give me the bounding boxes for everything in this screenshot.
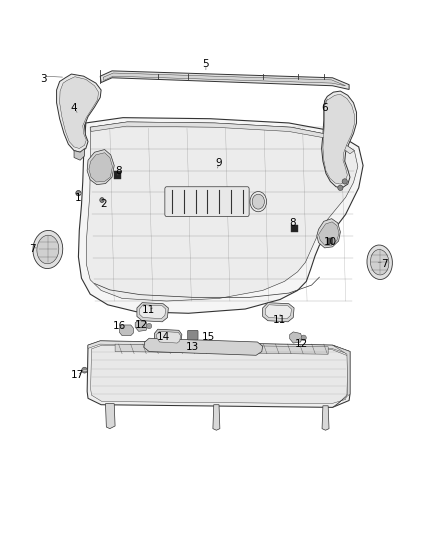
Polygon shape — [86, 122, 358, 301]
Ellipse shape — [250, 191, 267, 212]
Text: 11: 11 — [141, 305, 155, 315]
Polygon shape — [265, 305, 291, 319]
Text: 1: 1 — [75, 193, 82, 204]
Text: 15: 15 — [201, 332, 215, 342]
Polygon shape — [60, 77, 99, 149]
Polygon shape — [120, 325, 134, 336]
Ellipse shape — [33, 230, 63, 269]
Text: 7: 7 — [381, 259, 387, 269]
Polygon shape — [322, 406, 329, 430]
Polygon shape — [87, 150, 114, 184]
Text: 16: 16 — [113, 321, 126, 331]
FancyBboxPatch shape — [165, 187, 249, 216]
Text: 8: 8 — [289, 218, 296, 228]
Ellipse shape — [342, 179, 347, 184]
Polygon shape — [91, 345, 348, 403]
Ellipse shape — [37, 235, 59, 264]
Polygon shape — [88, 341, 350, 354]
Polygon shape — [290, 332, 302, 343]
Polygon shape — [100, 71, 349, 90]
Polygon shape — [78, 118, 363, 313]
Polygon shape — [321, 91, 357, 188]
Polygon shape — [144, 338, 263, 356]
FancyBboxPatch shape — [290, 224, 297, 232]
FancyBboxPatch shape — [327, 238, 333, 244]
Text: 6: 6 — [321, 103, 328, 113]
Ellipse shape — [252, 194, 265, 209]
Text: 5: 5 — [203, 60, 209, 69]
FancyBboxPatch shape — [114, 171, 121, 179]
Text: 12: 12 — [134, 320, 148, 330]
Ellipse shape — [367, 245, 392, 279]
Polygon shape — [135, 320, 148, 332]
Text: 8: 8 — [115, 166, 122, 176]
Text: 2: 2 — [100, 199, 106, 209]
Polygon shape — [137, 303, 168, 322]
Text: 7: 7 — [29, 245, 35, 254]
Text: 10: 10 — [324, 237, 337, 247]
Text: 14: 14 — [156, 332, 170, 342]
Polygon shape — [103, 73, 346, 86]
Polygon shape — [263, 303, 294, 322]
Ellipse shape — [371, 249, 389, 275]
Polygon shape — [115, 344, 328, 354]
Polygon shape — [317, 219, 340, 248]
Text: 13: 13 — [186, 342, 199, 352]
Polygon shape — [89, 153, 113, 182]
Ellipse shape — [81, 367, 87, 373]
Text: 12: 12 — [294, 338, 308, 349]
Polygon shape — [323, 94, 354, 184]
Ellipse shape — [338, 185, 343, 190]
Polygon shape — [154, 329, 182, 344]
Text: 11: 11 — [272, 314, 286, 325]
Polygon shape — [318, 222, 339, 245]
Ellipse shape — [147, 324, 152, 329]
Polygon shape — [57, 74, 101, 152]
Polygon shape — [90, 122, 354, 154]
Text: 17: 17 — [71, 370, 84, 381]
Polygon shape — [87, 341, 350, 407]
Ellipse shape — [76, 190, 81, 196]
Polygon shape — [140, 305, 166, 319]
Ellipse shape — [100, 198, 104, 203]
Polygon shape — [213, 405, 220, 430]
Ellipse shape — [301, 335, 306, 341]
Text: 3: 3 — [40, 75, 47, 84]
Polygon shape — [156, 332, 180, 343]
Text: 9: 9 — [215, 158, 223, 168]
FancyBboxPatch shape — [187, 330, 198, 340]
Text: 4: 4 — [71, 103, 78, 113]
Polygon shape — [74, 149, 85, 160]
Polygon shape — [106, 403, 115, 429]
Polygon shape — [332, 345, 350, 407]
